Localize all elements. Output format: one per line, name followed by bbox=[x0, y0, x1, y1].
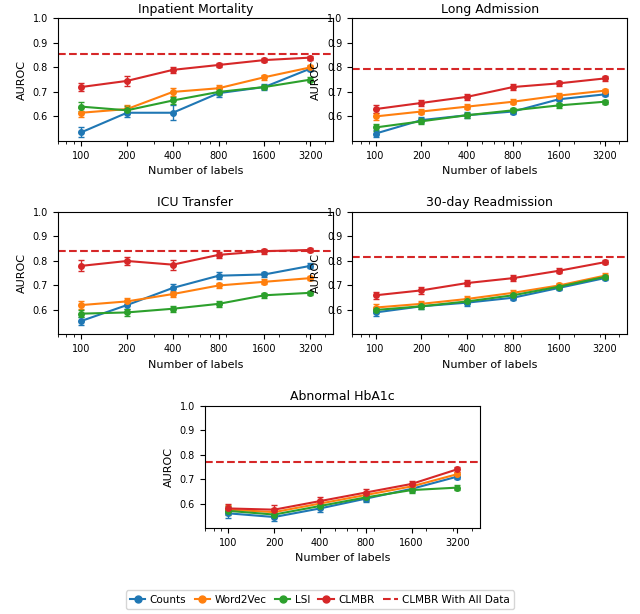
Y-axis label: AUROC: AUROC bbox=[17, 253, 27, 293]
X-axis label: Number of labels: Number of labels bbox=[147, 166, 243, 176]
X-axis label: Number of labels: Number of labels bbox=[442, 360, 538, 370]
Title: 30-day Readmission: 30-day Readmission bbox=[426, 196, 553, 209]
Title: ICU Transfer: ICU Transfer bbox=[157, 196, 233, 209]
Title: Abnormal HbA1c: Abnormal HbA1c bbox=[290, 390, 395, 403]
X-axis label: Number of labels: Number of labels bbox=[442, 166, 538, 176]
X-axis label: Number of labels: Number of labels bbox=[294, 553, 390, 563]
X-axis label: Number of labels: Number of labels bbox=[147, 360, 243, 370]
Y-axis label: AUROC: AUROC bbox=[164, 447, 174, 487]
Y-axis label: AUROC: AUROC bbox=[17, 60, 27, 99]
Y-axis label: AUROC: AUROC bbox=[311, 60, 321, 99]
Y-axis label: AUROC: AUROC bbox=[311, 253, 321, 293]
Title: Long Admission: Long Admission bbox=[440, 3, 539, 16]
Legend: Counts, Word2Vec, LSI, CLMBR, CLMBR With All Data: Counts, Word2Vec, LSI, CLMBR, CLMBR With… bbox=[125, 591, 515, 609]
Title: Inpatient Mortality: Inpatient Mortality bbox=[138, 3, 253, 16]
